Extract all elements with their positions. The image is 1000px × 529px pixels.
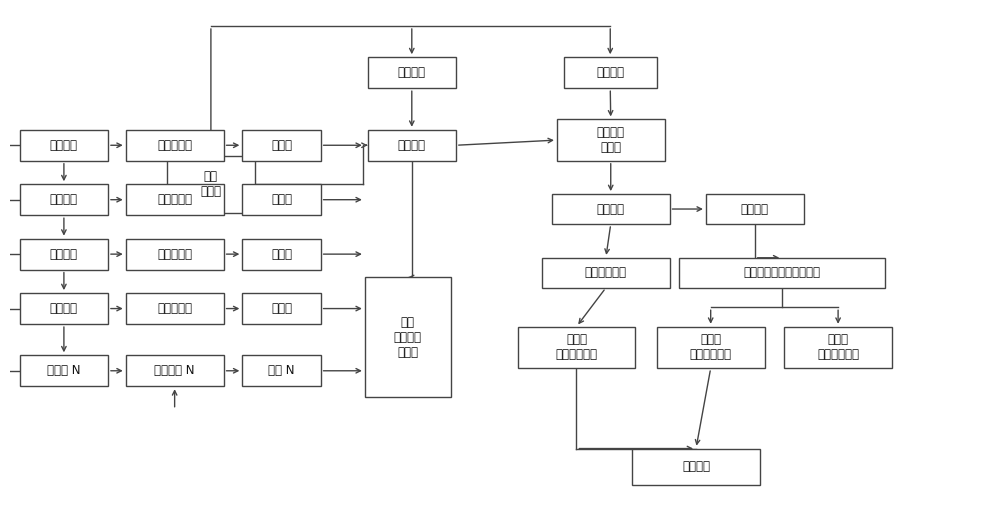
Bar bbox=[242, 355, 321, 386]
Text: 电弧的
前后位置信号: 电弧的 前后位置信号 bbox=[817, 333, 859, 361]
Bar bbox=[542, 258, 670, 288]
Bar bbox=[518, 327, 635, 368]
Text: 向量空间 N: 向量空间 N bbox=[154, 364, 195, 377]
Text: 电弧向量: 电弧向量 bbox=[682, 460, 710, 473]
Bar bbox=[20, 355, 108, 386]
Text: 电弧运动: 电弧运动 bbox=[596, 66, 624, 79]
Bar bbox=[20, 239, 108, 270]
Text: 特征基一: 特征基一 bbox=[50, 139, 78, 152]
Bar bbox=[242, 293, 321, 324]
Text: 表征 N: 表征 N bbox=[268, 364, 295, 377]
Bar bbox=[20, 184, 108, 215]
Text: 表征三: 表征三 bbox=[271, 248, 292, 261]
Text: 向量空间四: 向量空间四 bbox=[157, 302, 192, 315]
Text: 表征一: 表征一 bbox=[271, 139, 292, 152]
Text: 焊枪位姿: 焊枪位姿 bbox=[398, 139, 426, 152]
Bar bbox=[126, 239, 224, 270]
Bar bbox=[242, 130, 321, 161]
Bar bbox=[564, 57, 657, 88]
Text: 电弧的
左右位置信号: 电弧的 左右位置信号 bbox=[690, 333, 732, 361]
Bar bbox=[126, 355, 224, 386]
Bar bbox=[242, 184, 321, 215]
Text: 向量空间二: 向量空间二 bbox=[157, 193, 192, 206]
Bar bbox=[126, 184, 224, 215]
Bar bbox=[167, 156, 255, 213]
Bar bbox=[20, 130, 108, 161]
Text: 表征四: 表征四 bbox=[271, 302, 292, 315]
Text: 电弧传感信号: 电弧传感信号 bbox=[585, 266, 627, 279]
Text: 向量空间一: 向量空间一 bbox=[157, 139, 192, 152]
Bar bbox=[126, 293, 224, 324]
Bar bbox=[368, 130, 456, 161]
Bar bbox=[706, 194, 804, 224]
Bar bbox=[552, 194, 670, 224]
Bar bbox=[368, 57, 456, 88]
Text: 特征基二: 特征基二 bbox=[50, 193, 78, 206]
Bar bbox=[679, 258, 885, 288]
Text: 采样时间: 采样时间 bbox=[741, 203, 769, 215]
Bar bbox=[784, 327, 892, 368]
Bar bbox=[365, 277, 451, 397]
Text: 表征二: 表征二 bbox=[271, 193, 292, 206]
Bar bbox=[632, 449, 760, 485]
Text: 向量空间三: 向量空间三 bbox=[157, 248, 192, 261]
Text: 特征基三: 特征基三 bbox=[50, 248, 78, 261]
Text: 旋转电弧扫描单位圆分解: 旋转电弧扫描单位圆分解 bbox=[744, 266, 821, 279]
Text: 电弧采样: 电弧采样 bbox=[597, 203, 625, 215]
Text: 提取
电弧向量
特征值: 提取 电弧向量 特征值 bbox=[394, 316, 422, 359]
Bar bbox=[242, 239, 321, 270]
Bar bbox=[20, 293, 108, 324]
Text: 坡口类型: 坡口类型 bbox=[398, 66, 426, 79]
Text: 特征基 N: 特征基 N bbox=[47, 364, 81, 377]
Text: 电弧的
高低位置信号: 电弧的 高低位置信号 bbox=[555, 333, 597, 361]
Bar bbox=[657, 327, 765, 368]
Bar bbox=[557, 120, 665, 161]
Text: 旋转电弧
传感器: 旋转电弧 传感器 bbox=[597, 126, 625, 154]
Text: 特征基四: 特征基四 bbox=[50, 302, 78, 315]
Text: 提取
特征基: 提取 特征基 bbox=[200, 170, 221, 198]
Bar bbox=[126, 130, 224, 161]
